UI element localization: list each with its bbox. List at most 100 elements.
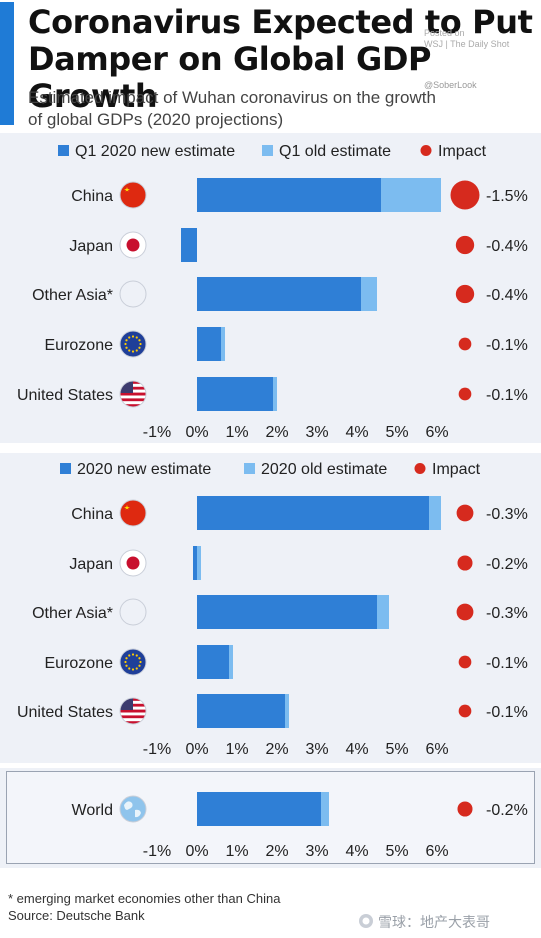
flag-star bbox=[124, 660, 127, 664]
bar-new-estimate bbox=[197, 327, 221, 361]
title-accent-bar bbox=[0, 2, 14, 125]
impact-label: -0.3% bbox=[486, 605, 528, 622]
bar-new-estimate bbox=[197, 496, 429, 530]
x-tick-label: 1% bbox=[225, 843, 248, 860]
legend-entry: Impact bbox=[432, 461, 481, 478]
flag-body bbox=[120, 381, 146, 407]
flag-star bbox=[138, 664, 141, 667]
impact-label: -1.5% bbox=[486, 188, 528, 205]
impact-label: -0.2% bbox=[486, 802, 528, 819]
legend-swatch bbox=[262, 145, 273, 156]
x-tick-label: -1% bbox=[143, 424, 171, 441]
bar-new-estimate bbox=[197, 792, 321, 826]
category-label: China bbox=[71, 506, 113, 523]
chart-title: Coronavirus Expected to Put Damper on Gl… bbox=[28, 3, 533, 115]
flag-ring bbox=[119, 231, 147, 259]
x-tick-label: 0% bbox=[185, 843, 208, 860]
impact-label: -0.2% bbox=[486, 556, 528, 573]
bar-new-estimate bbox=[197, 694, 285, 728]
flag-star bbox=[124, 505, 130, 510]
category-label: Eurozone bbox=[45, 337, 114, 354]
flag-disc bbox=[126, 556, 140, 570]
flag-stripe bbox=[120, 395, 146, 399]
flag-stripe bbox=[120, 712, 146, 716]
legend-impact-dot bbox=[420, 145, 432, 156]
x-tick-label: -1% bbox=[143, 843, 171, 860]
category-label: Eurozone bbox=[45, 655, 114, 672]
flag-field bbox=[120, 331, 146, 357]
flag-star bbox=[139, 660, 142, 664]
bar-new-estimate bbox=[197, 377, 273, 411]
x-tick-label: 3% bbox=[305, 843, 328, 860]
legend-impact-dot bbox=[414, 463, 426, 474]
x-tick-label: 6% bbox=[425, 843, 448, 860]
legend-swatch bbox=[244, 463, 255, 474]
flag-ring bbox=[119, 648, 147, 676]
author-handle: @SoberLook bbox=[424, 80, 477, 90]
legend-entry: Q1 2020 new estimate bbox=[75, 143, 235, 160]
flag-body bbox=[120, 649, 146, 675]
impact-label: -0.4% bbox=[486, 238, 528, 255]
x-tick-label: 5% bbox=[385, 424, 408, 441]
x-tick-label: 2% bbox=[265, 741, 288, 758]
impact-dot bbox=[456, 504, 474, 522]
globe-land bbox=[124, 801, 141, 818]
legend-entry: Impact bbox=[438, 143, 487, 160]
legend-swatch bbox=[58, 145, 69, 156]
flag-star bbox=[135, 336, 138, 339]
flag-stripe bbox=[120, 401, 146, 405]
impact-label: -0.1% bbox=[486, 387, 528, 404]
flag-stripe bbox=[120, 398, 146, 402]
flag-stripe bbox=[120, 718, 146, 722]
x-tick-label: 2% bbox=[265, 424, 288, 441]
flag-star bbox=[131, 653, 135, 656]
impact-label: -0.1% bbox=[486, 337, 528, 354]
flag-star bbox=[131, 668, 135, 671]
category-label: Other Asia* bbox=[32, 605, 113, 622]
impact-dot bbox=[458, 387, 472, 401]
flag-star bbox=[128, 654, 131, 657]
flag-star bbox=[135, 667, 138, 670]
flag-field bbox=[120, 500, 146, 526]
flag-field bbox=[120, 649, 146, 675]
flag-ring bbox=[119, 380, 147, 408]
flag-star bbox=[125, 664, 128, 667]
x-tick-label: 5% bbox=[385, 741, 408, 758]
impact-dot bbox=[457, 555, 473, 571]
impact-dot bbox=[458, 655, 472, 669]
flag-stripe bbox=[120, 404, 146, 407]
flag-body bbox=[120, 796, 146, 822]
legend-entry: Q1 old estimate bbox=[279, 143, 391, 160]
flag-body bbox=[120, 182, 146, 208]
legend-swatch bbox=[60, 463, 71, 474]
x-tick-label: 1% bbox=[225, 741, 248, 758]
x-tick-label: -1% bbox=[143, 741, 171, 758]
impact-label: -0.4% bbox=[486, 287, 528, 304]
bar-new-estimate bbox=[197, 595, 377, 629]
flag-star bbox=[135, 654, 138, 657]
flag-star bbox=[125, 339, 128, 342]
x-tick-label: 0% bbox=[185, 741, 208, 758]
flag-star bbox=[135, 349, 138, 352]
bar-new-estimate bbox=[197, 645, 229, 679]
bar-new-estimate bbox=[181, 228, 197, 262]
impact-dot bbox=[455, 284, 475, 304]
flag-stripe bbox=[120, 715, 146, 719]
flag-ring bbox=[119, 280, 147, 308]
flag-body bbox=[120, 331, 146, 357]
chart-subtitle: Estimated impact of Wuhan coronavirus on… bbox=[28, 88, 436, 129]
flag-body bbox=[120, 232, 146, 258]
x-tick-label: 4% bbox=[345, 424, 368, 441]
x-tick-label: 6% bbox=[425, 741, 448, 758]
x-tick-label: 3% bbox=[305, 424, 328, 441]
bar-old-estimate bbox=[197, 546, 201, 580]
x-tick-label: 0% bbox=[185, 424, 208, 441]
flag-field bbox=[120, 182, 146, 208]
x-tick-label: 4% bbox=[345, 843, 368, 860]
watermark: 雪球：地产大表哥 bbox=[378, 914, 490, 930]
bar-new-estimate bbox=[193, 546, 197, 580]
impact-dot bbox=[450, 180, 480, 210]
legend-entry: 2020 new estimate bbox=[77, 461, 211, 478]
flag-star bbox=[138, 339, 141, 342]
flag-body bbox=[120, 500, 146, 526]
